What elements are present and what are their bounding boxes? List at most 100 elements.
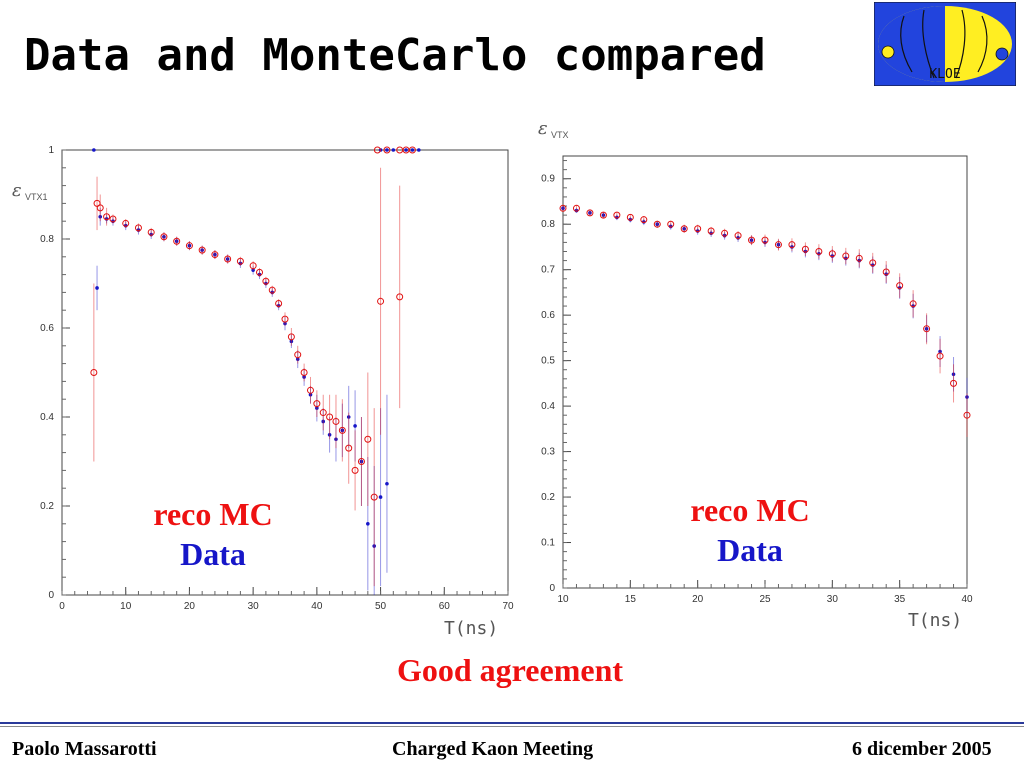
series-reco-mc <box>559 204 971 438</box>
x-tick-label: 40 <box>961 594 973 605</box>
y-tick-label: 0.6 <box>541 310 555 321</box>
data-point-mc <box>281 315 289 323</box>
data-point-mc <box>364 435 372 443</box>
data-point-mc <box>586 209 594 217</box>
y-axis-label-sub: VTX <box>551 130 569 140</box>
data-point-data <box>965 395 969 399</box>
legend-left: reco MC Data <box>128 494 298 574</box>
data-point-data <box>404 148 408 152</box>
data-point-mc <box>313 400 321 408</box>
data-point-mc <box>572 204 580 212</box>
data-point-mc <box>761 236 769 244</box>
data-point-data <box>359 459 364 464</box>
y-tick-label: 0.7 <box>541 265 555 276</box>
data-point-mc <box>707 227 715 235</box>
x-tick-label: 25 <box>759 594 771 605</box>
data-point-mc <box>122 219 130 227</box>
legend-left-mc: reco MC <box>153 496 273 532</box>
data-point-mc <box>332 417 340 425</box>
data-point-mc <box>326 413 334 421</box>
x-tick-label: 40 <box>311 601 323 612</box>
y-tick-label: 0.2 <box>541 492 555 503</box>
data-point-mc <box>613 211 621 219</box>
y-tick-label: 0.4 <box>40 412 54 423</box>
data-point-mc <box>377 297 385 305</box>
data-point-mc <box>882 268 890 276</box>
data-point-mc <box>370 493 378 501</box>
data-point-mc <box>396 293 404 301</box>
y-tick-label: 0.8 <box>40 234 54 245</box>
data-point-data <box>385 481 389 486</box>
kloe-logo-icon: KLOE <box>873 1 1017 87</box>
data-point-mc <box>694 225 702 233</box>
data-point-data <box>588 211 592 215</box>
x-tick-label: 50 <box>375 601 387 612</box>
data-point-data <box>366 522 370 526</box>
y-tick-label: 0.1 <box>541 538 555 549</box>
data-point-mc <box>211 251 219 259</box>
y-tick-label: 0.5 <box>541 356 555 367</box>
series-data <box>378 148 421 152</box>
data-point-mc <box>788 241 796 249</box>
data-point-mc <box>640 216 648 224</box>
series-reco-mc <box>373 146 416 154</box>
data-point-data <box>327 433 332 437</box>
y-tick-label: 0.6 <box>40 323 54 334</box>
data-point-mc <box>559 204 567 212</box>
data-point-data <box>95 286 99 290</box>
series-reco-mc <box>90 167 404 587</box>
x-tick-label: 35 <box>894 594 906 605</box>
data-point-mc <box>173 237 181 245</box>
data-point-mc <box>96 204 104 212</box>
data-point-data <box>776 242 781 247</box>
data-point-data <box>385 148 389 152</box>
data-point-mc <box>667 220 675 228</box>
data-point-mc <box>950 379 958 387</box>
data-point-mc <box>319 409 327 417</box>
data-point-mc <box>351 466 359 474</box>
data-point-data <box>378 495 383 499</box>
x-tick-label: 10 <box>557 594 569 605</box>
data-point-mc <box>198 246 206 254</box>
data-point-data <box>951 372 956 377</box>
data-point-mc <box>306 386 314 394</box>
x-tick-label: 70 <box>502 601 514 612</box>
data-point-mc <box>147 228 155 236</box>
y-tick-label: 0.2 <box>40 501 54 512</box>
x-tick-label: 30 <box>827 594 839 605</box>
y-tick-label: 0.9 <box>541 174 555 185</box>
data-point-data <box>283 321 287 326</box>
data-point-mc <box>262 277 270 285</box>
data-point-mc <box>268 286 276 294</box>
legend-right-mc: reco MC <box>690 492 810 528</box>
x-tick-label: 20 <box>184 601 196 612</box>
y-axis-label: ε <box>12 180 22 201</box>
x-tick-label: 20 <box>692 594 704 605</box>
data-point-mc <box>653 220 661 228</box>
data-point-data <box>340 428 345 433</box>
data-point-mc <box>963 411 971 419</box>
footer-divider-thin <box>0 726 1024 727</box>
data-point-mc <box>599 211 607 219</box>
data-point-mc <box>923 325 931 333</box>
data-point-mc <box>236 257 244 265</box>
data-point-data <box>334 437 338 442</box>
data-point-data <box>417 148 421 152</box>
data-point-data <box>391 148 396 152</box>
data-point-data <box>295 357 300 361</box>
data-point-data <box>346 415 351 419</box>
data-point-mc <box>109 215 117 223</box>
data-point-mc <box>103 213 111 221</box>
data-point-mc <box>842 252 850 260</box>
data-point-data <box>938 349 942 354</box>
data-point-mc <box>408 146 416 154</box>
data-point-mc <box>300 369 308 376</box>
data-point-data <box>749 238 754 242</box>
data-point-data <box>561 206 565 211</box>
x-tick-label: 60 <box>439 601 451 612</box>
data-point-data <box>187 243 192 248</box>
footer-author: Paolo Massarotti <box>12 738 157 760</box>
data-point-data <box>92 148 96 152</box>
data-point-data <box>655 222 660 227</box>
